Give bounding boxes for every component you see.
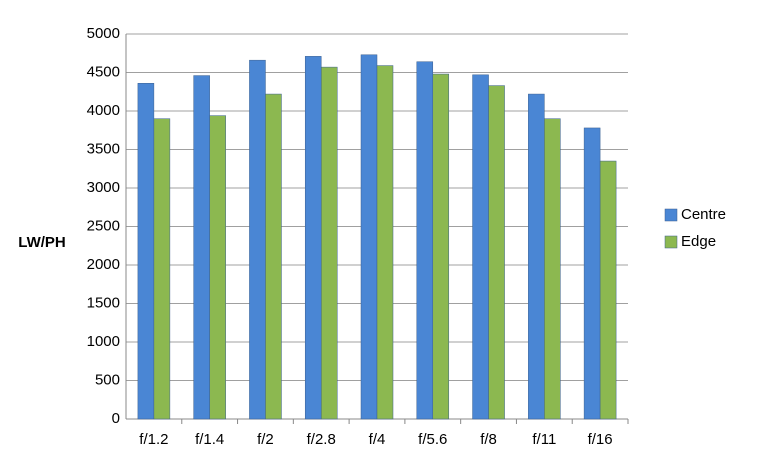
bar <box>416 61 434 420</box>
x-tick-label: f/1.2 <box>139 431 168 448</box>
bar <box>265 93 282 420</box>
legend-swatch <box>664 208 678 222</box>
bar <box>528 93 545 420</box>
y-tick-label: 4000 <box>87 102 120 119</box>
x-tick-label: f/2 <box>257 431 274 448</box>
x-tick-label: f/1.4 <box>195 431 224 448</box>
bar <box>304 56 322 420</box>
bar <box>376 65 394 420</box>
bar <box>153 118 171 420</box>
bar <box>360 54 378 420</box>
y-tick-label: 1500 <box>87 294 120 311</box>
y-tick-label: 3500 <box>87 140 120 157</box>
legend-swatch <box>664 235 678 249</box>
bar <box>472 74 489 420</box>
y-tick-label: 2000 <box>87 256 120 273</box>
y-tick-label: 500 <box>95 371 120 388</box>
bar <box>137 83 155 420</box>
x-tick-label: f/4 <box>369 431 386 448</box>
legend-label: Edge <box>681 233 716 250</box>
bar <box>599 160 617 420</box>
x-tick-label: f/8 <box>480 431 497 448</box>
x-tick-label: f/11 <box>532 431 556 448</box>
x-tick-label: f/2.8 <box>307 431 336 448</box>
bar <box>249 59 266 420</box>
y-tick-label: 1000 <box>87 333 120 350</box>
bar <box>209 115 226 420</box>
x-tick-label: f/5.6 <box>418 431 447 448</box>
y-tick-label: 2500 <box>87 217 120 234</box>
bar <box>193 75 210 420</box>
legend-label: Centre <box>681 206 726 223</box>
bar <box>320 66 338 420</box>
bar <box>583 127 601 420</box>
y-tick-label: 3000 <box>87 179 120 196</box>
y-tick-label: 5000 <box>87 25 120 42</box>
y-tick-label: 0 <box>112 410 120 427</box>
bar <box>488 85 505 420</box>
y-axis-label: LW/PH <box>18 234 66 251</box>
x-tick-label: f/16 <box>588 431 613 448</box>
y-tick-label: 4500 <box>87 63 120 80</box>
bar <box>544 118 561 420</box>
bar <box>432 73 450 420</box>
